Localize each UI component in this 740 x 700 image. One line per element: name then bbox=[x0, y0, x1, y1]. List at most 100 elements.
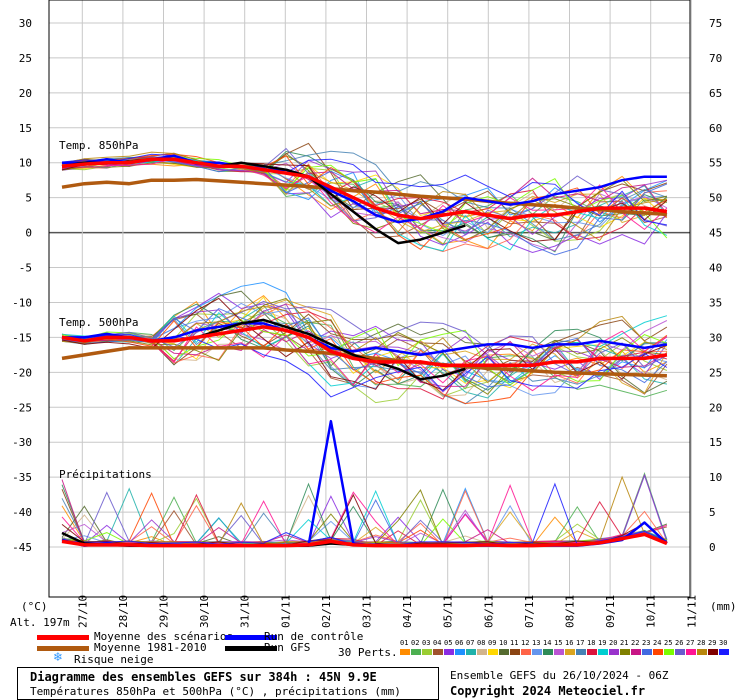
pert-legend-swatch bbox=[499, 649, 509, 655]
left-tick-label: -5 bbox=[19, 262, 32, 275]
pert-legend-label: 23 bbox=[642, 639, 651, 647]
pert-legend-label: 26 bbox=[675, 639, 684, 647]
series-line-500 bbox=[61, 325, 668, 368]
pert-legend-swatch bbox=[510, 649, 520, 655]
legend-perts-label: 30 Perts. bbox=[338, 646, 398, 659]
caption-box: Diagramme des ensembles GEFS sur 384h : … bbox=[17, 667, 439, 700]
right-tick-label: 5 bbox=[709, 506, 716, 519]
left-tick-label: 5 bbox=[25, 192, 32, 205]
right-tick-label: 25 bbox=[709, 366, 722, 379]
pert-legend-label: 03 bbox=[422, 639, 431, 647]
caption-title: Diagramme des ensembles GEFS sur 384h : … bbox=[30, 670, 377, 684]
pert-legend-swatch bbox=[653, 649, 663, 655]
x-tick-label: 29/10 bbox=[158, 595, 171, 628]
right-tick-label: 30 bbox=[709, 331, 722, 344]
pert-line-500 bbox=[61, 326, 668, 392]
left-tick-label: -10 bbox=[12, 296, 32, 309]
left-tick-label: -40 bbox=[12, 506, 32, 519]
legend-climo-label: Moyenne 1981-2010 bbox=[94, 641, 207, 654]
legend-gfs-line bbox=[225, 646, 277, 651]
right-tick-label: 65 bbox=[709, 87, 722, 100]
left-tick-label: 15 bbox=[19, 122, 32, 135]
run-info: Ensemble GEFS du 26/10/2024 - 06Z bbox=[450, 669, 669, 682]
pert-legend-swatch bbox=[521, 649, 531, 655]
pert-legend-label: 02 bbox=[411, 639, 420, 647]
x-tick-label: 07/11 bbox=[523, 595, 536, 628]
pert-legend-label: 10 bbox=[499, 639, 508, 647]
x-tick-label: 02/11 bbox=[320, 595, 333, 628]
pert-legend-swatch bbox=[587, 649, 597, 655]
left-tick-label: -25 bbox=[12, 401, 32, 414]
pert-legend-label: 24 bbox=[653, 639, 662, 647]
x-tick-label: 11/11 bbox=[685, 595, 698, 628]
pert-legend-label: 30 bbox=[719, 639, 728, 647]
right-tick-label: 45 bbox=[709, 227, 722, 240]
pert-line-precip bbox=[61, 482, 668, 547]
pert-legend-label: 25 bbox=[664, 639, 673, 647]
snowflake-icon: ❄ bbox=[53, 650, 64, 664]
section-label-850: Temp. 850hPa bbox=[59, 139, 139, 152]
pert-line-850 bbox=[61, 153, 667, 226]
pert-legend-label: 01 bbox=[400, 639, 409, 647]
left-tick-label: -30 bbox=[12, 436, 32, 449]
left-tick-label: 0 bbox=[25, 227, 32, 240]
left-axis-unit: (°C) bbox=[21, 600, 48, 613]
x-tick-label: 30/10 bbox=[198, 595, 211, 628]
pert-legend-swatch bbox=[631, 649, 641, 655]
pert-legend-label: 27 bbox=[686, 639, 695, 647]
pert-legend-swatch bbox=[422, 649, 432, 655]
series-line-500 bbox=[61, 346, 667, 378]
pert-legend-swatch bbox=[400, 649, 410, 655]
pert-legend-swatch bbox=[708, 649, 718, 655]
perturbation-legend: 01 02 03 04 05 06 07 08 09 10 11 12 13 14 15 16 17 18 19 20… bbox=[400, 639, 730, 659]
pert-legend-swatch bbox=[455, 649, 465, 655]
pert-legend-swatch bbox=[642, 649, 652, 655]
pert-legend-label: 20 bbox=[609, 639, 618, 647]
altitude-label: Alt. 197m bbox=[10, 616, 70, 629]
plot-frame bbox=[48, 0, 691, 598]
pert-legend-swatch bbox=[664, 649, 674, 655]
x-tick-label: 05/11 bbox=[442, 595, 455, 628]
pert-legend-swatch bbox=[433, 649, 443, 655]
right-tick-label: 55 bbox=[709, 157, 722, 170]
pert-legend-label: 16 bbox=[565, 639, 574, 647]
x-axis-ticks: 27/10 28/10 29/10 30/10 31/10 01/11 02/11 03/11… bbox=[76, 595, 698, 628]
copyright: Copyright 2024 Meteociel.fr bbox=[450, 684, 646, 698]
pert-legend-label: 08 bbox=[477, 639, 486, 647]
x-tick-label: 09/11 bbox=[604, 595, 617, 628]
pert-line-precip bbox=[61, 493, 668, 547]
pert-legend-swatch bbox=[675, 649, 685, 655]
legend-control-line bbox=[225, 635, 277, 640]
section-label-500: Temp. 500hPa bbox=[59, 316, 139, 329]
pert-legend-label: 14 bbox=[543, 639, 552, 647]
left-tick-label: -35 bbox=[12, 471, 32, 484]
left-tick-label: 25 bbox=[19, 52, 32, 65]
x-tick-label: 06/11 bbox=[482, 595, 495, 628]
left-tick-label: -15 bbox=[12, 331, 32, 344]
pert-legend-swatch bbox=[686, 649, 696, 655]
left-tick-label: 10 bbox=[19, 157, 32, 170]
pert-line-500 bbox=[61, 303, 668, 373]
legend-snow-label: Risque neige bbox=[74, 653, 154, 666]
pert-legend-swatch bbox=[477, 649, 487, 655]
pert-line-850 bbox=[61, 155, 668, 241]
legend-gfs-label: Run GFS bbox=[264, 641, 311, 654]
pert-legend-swatch bbox=[444, 649, 454, 655]
pert-legend-label: 06 bbox=[455, 639, 464, 647]
pert-legend-label: 04 bbox=[433, 639, 442, 647]
x-tick-label: 08/11 bbox=[564, 595, 577, 628]
pert-legend-label: 15 bbox=[554, 639, 563, 647]
right-tick-label: 20 bbox=[709, 401, 722, 414]
right-tick-label: 50 bbox=[709, 192, 722, 205]
legend-control-label: Run de contrôle bbox=[264, 630, 364, 643]
x-tick-label: 01/11 bbox=[279, 595, 292, 628]
pert-legend-swatch bbox=[598, 649, 608, 655]
x-tick-label: 04/11 bbox=[401, 595, 414, 628]
pert-legend-label: 29 bbox=[708, 639, 717, 647]
pert-legend-label: 28 bbox=[697, 639, 706, 647]
series-line-850 bbox=[61, 177, 668, 217]
pert-line-500 bbox=[61, 297, 667, 395]
main-series-lines bbox=[61, 154, 668, 548]
